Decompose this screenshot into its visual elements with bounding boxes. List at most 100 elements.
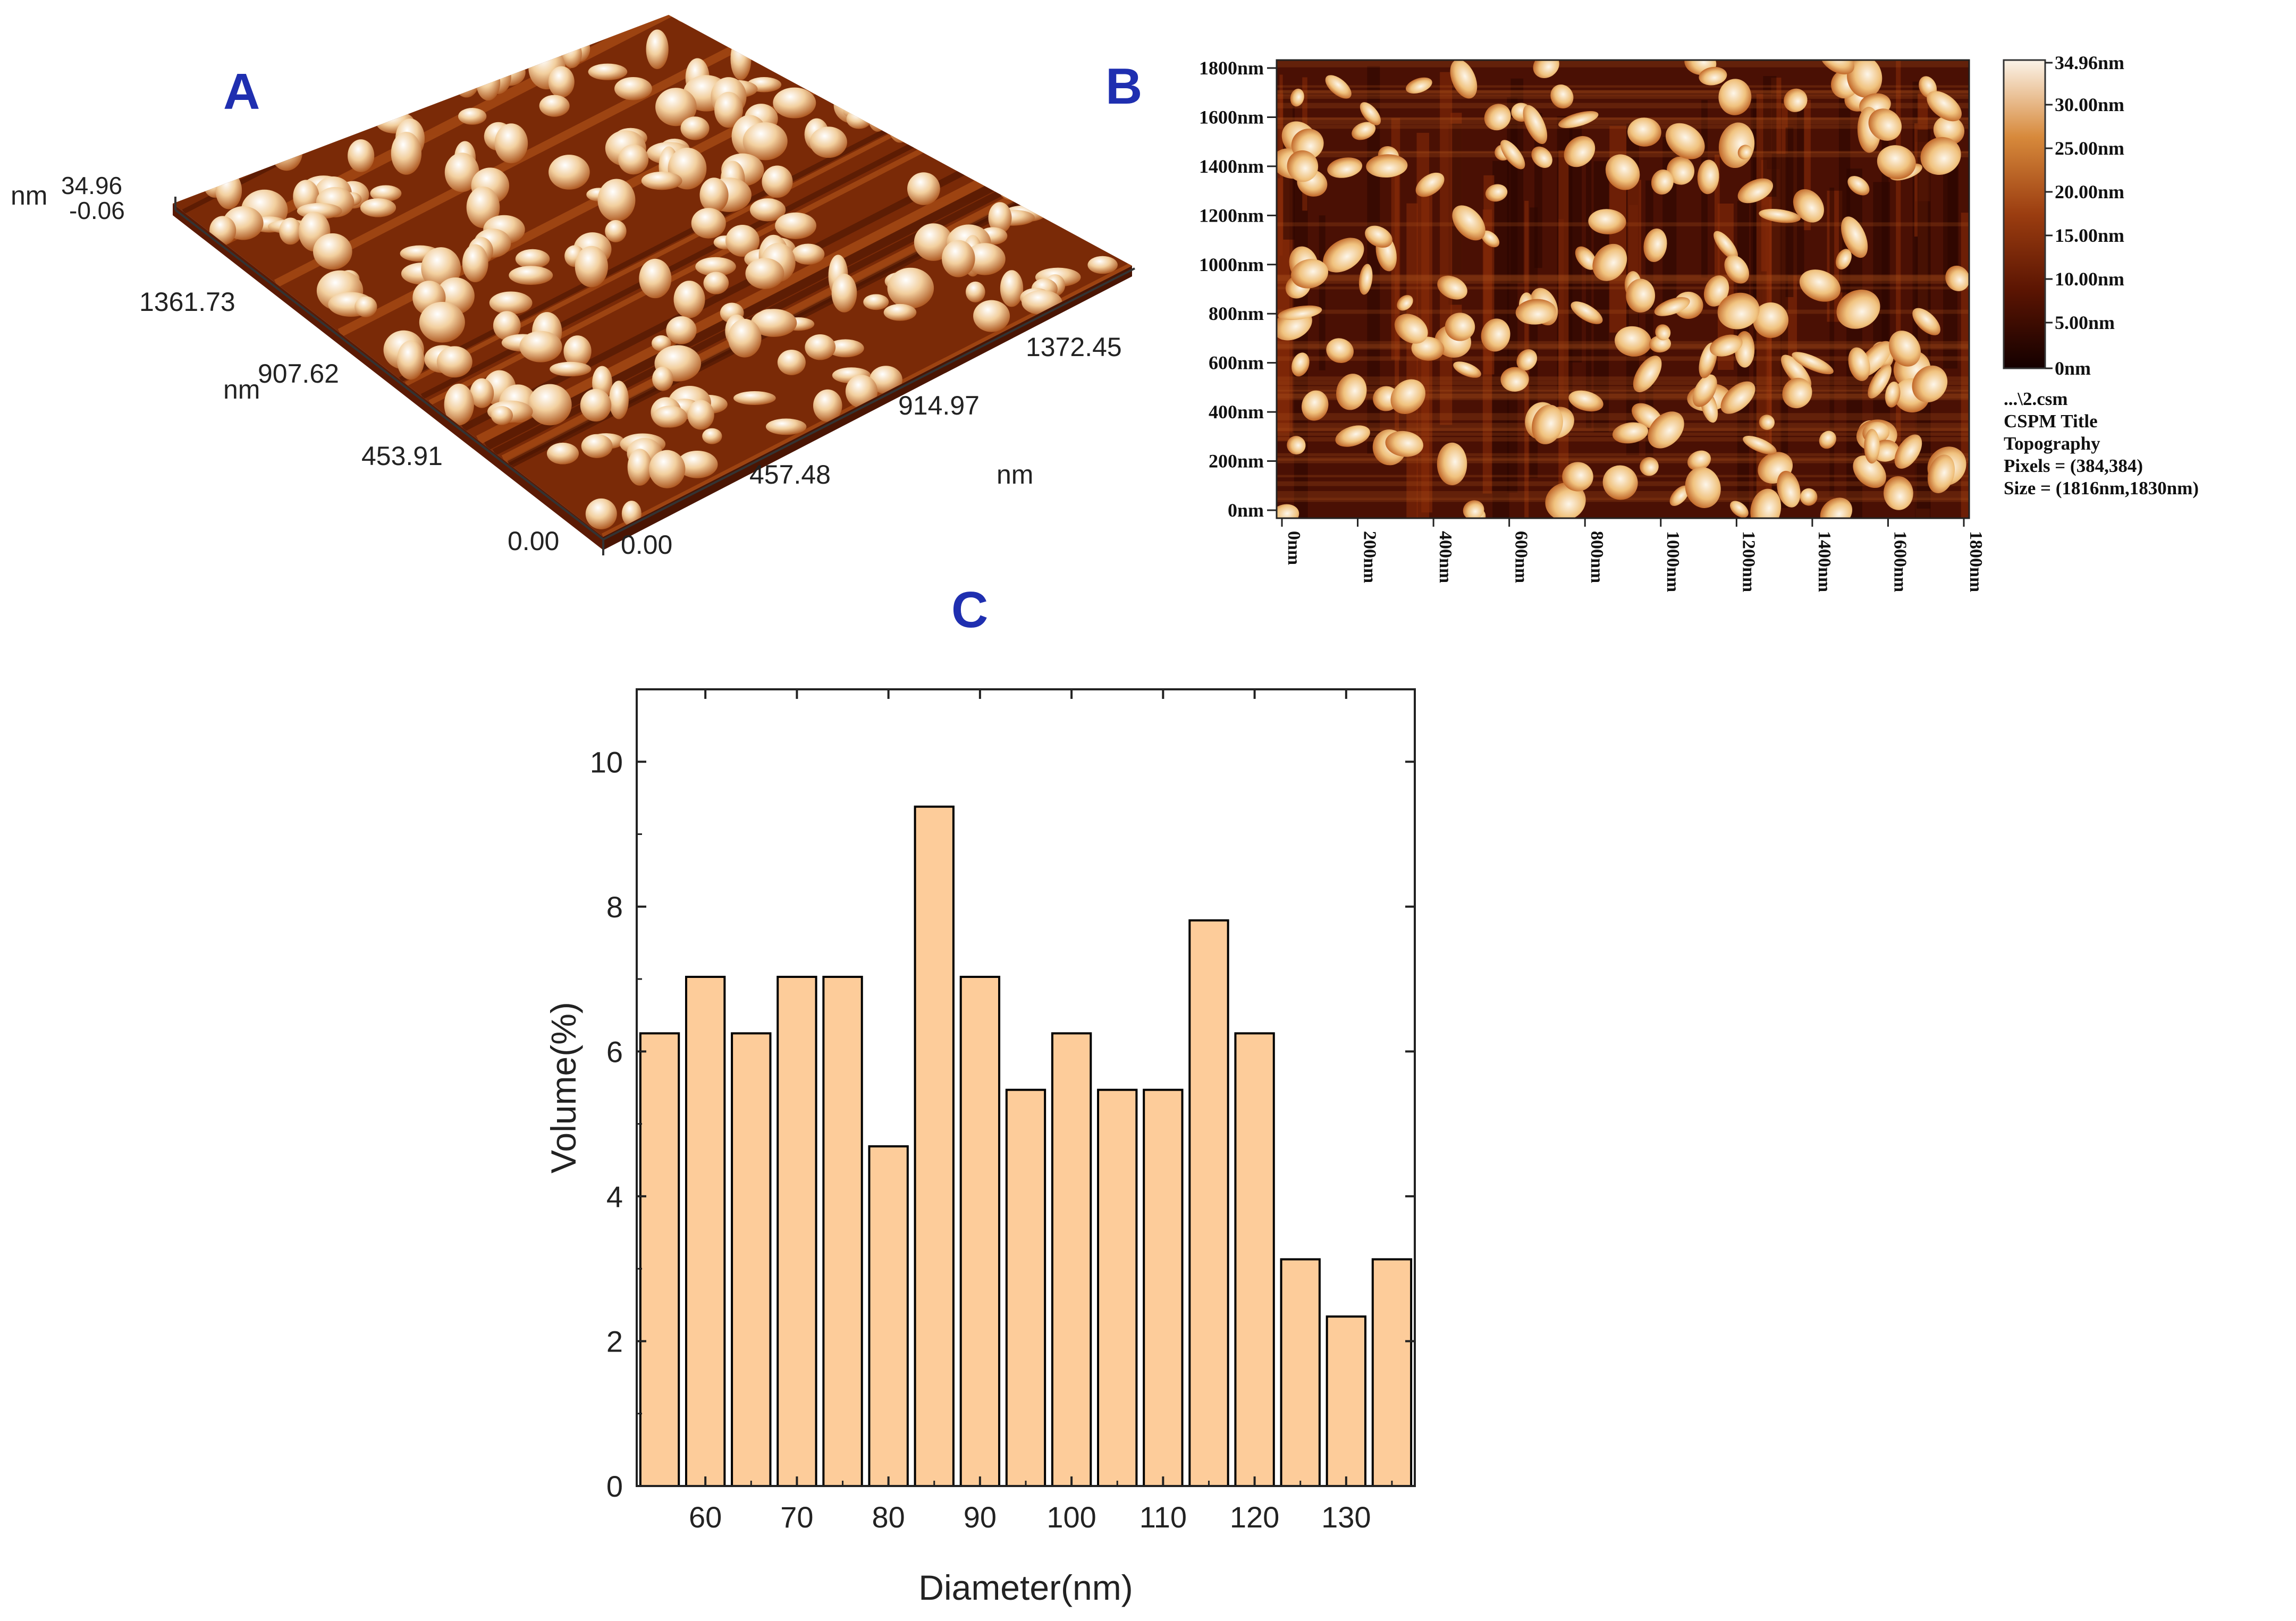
afm-2d-grain [1500,140,1525,170]
afm-3d-grain [391,131,422,175]
histogram-bar [822,976,863,1487]
afm-3d-grain [762,165,793,198]
colorbar-tick-label: 15.00nm [2055,225,2124,246]
histogram-bar [1051,1032,1092,1487]
afm-2d-grain [1575,246,1597,270]
afm-2d-scanline [1277,117,1969,120]
afm-2d-grain [1643,228,1667,262]
afm-3d-grain [509,266,553,285]
afm-2d-scanline [1277,356,1969,361]
afm-3d-grain [641,171,682,190]
afm-3d-grain [855,77,876,115]
afm-2d-grains [1277,60,1969,518]
afm-2d-x-ticks: 0nm 200nm 400nm 600nm 800nm 1000nm 1200nm 1400n… [1281,518,1986,592]
afm-2d-grain [1699,66,1727,86]
afm-2d-grain [1335,425,1370,447]
afm-2d-frame [1276,59,1970,519]
afm-2d-scanline [1277,286,1969,290]
afm-2d-grain [1277,504,1299,518]
histogram-bar [1188,919,1229,1487]
afm-2d-scanline [1277,125,1969,129]
afm-2d-streak [1593,161,1609,433]
x-tick-label: 110 [1139,1500,1187,1534]
afm-2d-scanline [1277,90,1969,96]
afm-3d-x-tick: 457.48 [749,460,831,489]
afm-3d-grain [869,366,902,394]
histogram-bar [1097,1088,1138,1487]
afm-2d-scanline [1277,386,1969,392]
histogram-bar [1143,1088,1184,1487]
afm-3d-grain [766,15,801,30]
afm-2d-grain [1365,225,1392,248]
afm-3d-grain [419,302,465,343]
afm-3d-grain [634,0,678,12]
afm-3d-ridge [274,15,807,288]
histogram-axis-ticks: 60 70 80 90 100 110 120 130 0 2 4 6 8 10 [590,688,1415,1534]
histogram-bar [868,1145,909,1487]
afm-2d-grain [1326,338,1354,363]
afm-3d-grain [728,319,762,358]
colorbar-tick-label: 10.00nm [2055,268,2124,290]
afm-3d-y-tick: 1361.73 [139,287,235,317]
afm-3d-grain [833,67,868,84]
afm-2d-grain [1358,264,1373,295]
afm-3d-grain [987,164,1008,189]
afm-3d-y-tick: 0.00 [508,526,559,556]
afm-2d-grain [1729,501,1749,518]
afm-3d-grain [680,116,710,140]
afm-2d-grain [1750,488,1782,518]
afm-3d-grain [444,153,479,192]
afm-2d-grain [1793,189,1824,223]
afm-2d-grain [1753,302,1789,338]
panel-label-b: B [1105,58,1142,115]
afm-3d-grain [812,36,833,58]
afm-3d-ridge [461,154,994,432]
afm-2d-grain [1888,331,1921,367]
afm-3d-grain [522,15,567,51]
afm-2d-scanline [1277,280,1969,284]
afm-3d-grain [863,294,889,310]
histogram-bars [639,805,1413,1487]
afm-2d-map: 1800nm 1600nm 1400nm 1200nm 1000nm 800nm 600nm… [1199,57,1986,592]
afm-2d-x-tick-label: 800nm [1587,531,1607,583]
afm-3d-grain [466,187,500,229]
afm-3d-grain [725,224,759,257]
afm-2d-grain [1709,334,1743,357]
afm-3d-grain [887,267,934,309]
afm-3d-grain [360,198,396,217]
afm-2d-grain [1713,231,1738,260]
afm-2d-y-ticks: 1800nm 1600nm 1400nm 1200nm 1000nm 800nm 600nm… [1199,57,1277,521]
x-tick-label: 60 [689,1500,722,1534]
afm-3d-grain [396,340,425,380]
afm-2d-scanline [1277,393,1969,399]
afm-2d-grain [1445,313,1475,341]
afm-2d-streak [1492,161,1509,518]
afm-2d-grain [1633,356,1662,392]
afm-3d-x-unit: nm [997,460,1033,489]
afm-3d-grain [866,70,910,94]
afm-3d-grain [436,346,472,378]
afm-2d-x-tick-label: 1200nm [1738,531,1758,592]
afm-2d-grain [1885,381,1901,408]
afm-2d-grain [1743,436,1777,455]
afm-2d-grain [1759,208,1801,223]
afm-2d-grain [1759,415,1775,430]
afm-3d-grain [454,64,479,98]
afm-2d-grain [1945,265,1969,291]
afm-3d-x-tick: 0.00 [621,530,672,560]
afm-2d-x-tick-label: 1400nm [1814,531,1834,592]
afm-2d-grain [1654,297,1690,316]
afm-2d-grain [1737,178,1774,204]
afm-2d-grain [1485,184,1508,202]
afm-3d-grain [448,60,489,81]
afm-3d-grain [703,272,729,294]
afm-3d-grain [581,434,613,458]
x-tick-label: 90 [964,1500,997,1534]
afm-3d-x-tick: 914.97 [898,391,980,420]
afm-2d-grain [1406,77,1432,94]
afm-2d-streak [1787,93,1804,276]
afm-3d-grain [997,166,1024,200]
afm-2d-scanline [1277,103,1969,108]
afm-2d-grain [1592,243,1627,281]
afm-2d-scanline [1277,498,1969,502]
